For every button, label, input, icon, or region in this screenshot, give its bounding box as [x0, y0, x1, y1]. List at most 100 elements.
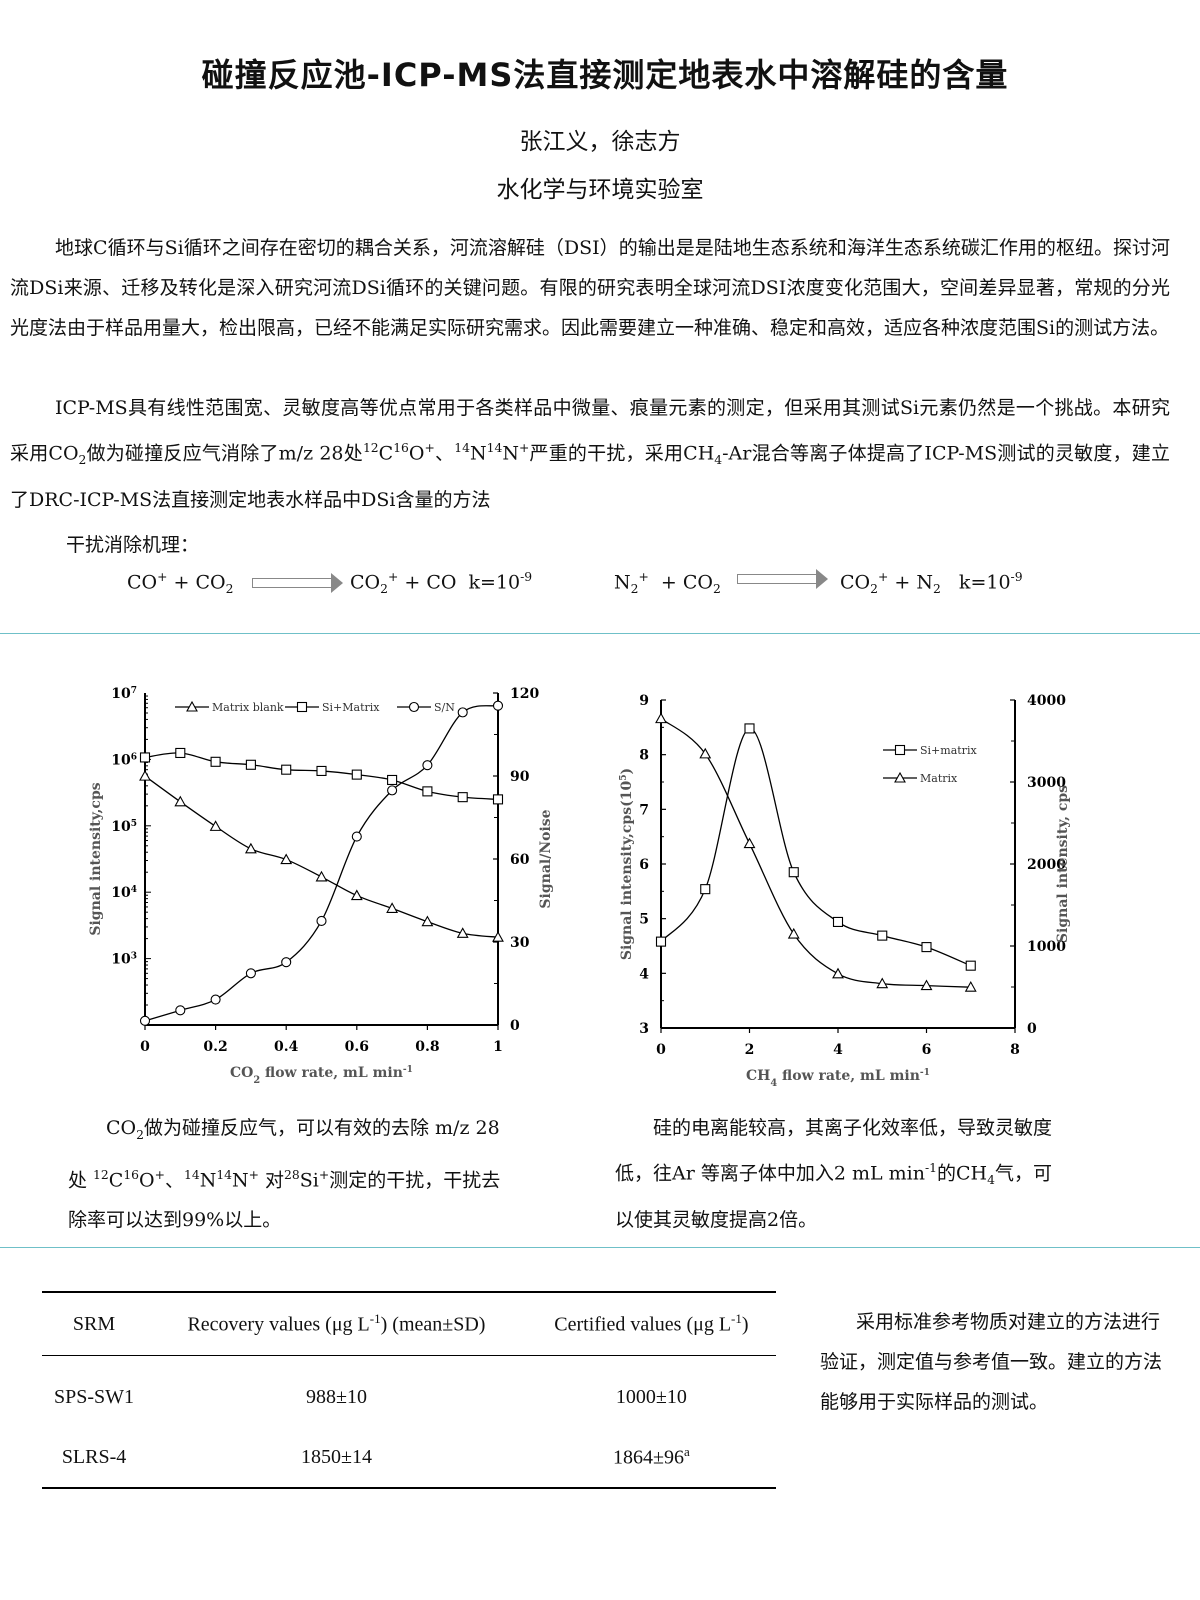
subscript: 2	[932, 582, 941, 597]
text-run: 的CH	[937, 1162, 988, 1185]
series-line-matrix	[660, 718, 971, 988]
poster-title: 碰撞反应池-ICP-MS法直接测定地表水中溶解硅的含量	[201, 56, 1009, 94]
x-axis-label: CH4 flow rate, mL min-1	[746, 1067, 930, 1089]
data-point	[921, 942, 932, 953]
data-point	[175, 747, 186, 759]
series-line-matrix-blank	[144, 775, 499, 938]
supscript: -1	[369, 1311, 381, 1327]
x-tick-label: 0.4	[274, 1039, 299, 1055]
text-run: 2	[253, 1075, 260, 1086]
y2-tick-label: 0	[510, 1018, 520, 1034]
text-run: + CO	[648, 571, 713, 594]
superscript: 4	[131, 885, 137, 895]
text-run: N	[199, 1169, 217, 1192]
data-point	[744, 723, 755, 734]
data-point	[492, 931, 504, 942]
text-run: 测定的干扰，干扰去除率可以达到99%以上。	[68, 1169, 501, 1232]
data-point	[655, 936, 667, 947]
text-run: Recovery values (μg L	[187, 1313, 370, 1336]
text-run: + N	[888, 571, 933, 594]
x-tick-label: 1	[493, 1039, 503, 1055]
data-point	[492, 794, 504, 805]
supscript: -1	[924, 1161, 938, 1175]
data-point	[965, 960, 976, 971]
legend-marker-circle-icon	[408, 701, 420, 713]
text-run: CO	[350, 571, 381, 594]
text-run: O	[408, 442, 425, 465]
data-point	[655, 712, 667, 724]
y2-axis-label: Signal/Noise	[538, 809, 554, 908]
x-tick-label: 0	[140, 1039, 150, 1055]
data-point	[139, 1015, 151, 1026]
x-tick-label: 0.6	[345, 1039, 369, 1055]
data-point	[174, 795, 187, 807]
text-run: 1000±10	[615, 1385, 687, 1408]
data-point	[743, 837, 756, 849]
table-row: SLRS-4 1850±14 1864±96a	[42, 1427, 776, 1489]
superscript: 6	[131, 752, 137, 762]
table-row: SPS-SW1 988±10 1000±10	[42, 1356, 776, 1428]
x-tick-label: 0.2	[203, 1039, 227, 1055]
legend-label: Matrix	[920, 772, 958, 785]
authors: 张江义，徐志方	[519, 129, 681, 155]
text-run: 10	[111, 752, 131, 768]
data-point	[316, 915, 327, 927]
text-run: ICP-MS具有线性范围宽、灵敏度高等优点常用于各类样品中微量、痕量元素的测定，…	[10, 397, 1170, 465]
intro-paragraph-1: 地球C循环与Si循环之间存在密切的耦合关系，河流溶解硅（DSI）的输出是是陆地生…	[10, 228, 1170, 348]
x-tick-label: 0	[656, 1042, 666, 1058]
text-run: 1850±14	[300, 1445, 372, 1468]
text-run: O	[139, 1169, 155, 1192]
text-run: 气，可以使其灵敏度提高2倍。	[615, 1162, 1052, 1232]
legend-marker-triangle-icon	[186, 700, 198, 712]
supscript: +	[638, 570, 649, 584]
y-tick-label: 4	[639, 966, 649, 982]
text-run: )	[741, 1313, 749, 1336]
cell-certified: 1000±10	[527, 1356, 776, 1428]
conclusion-text: 采用标准参考物质对建立的方法进行验证，测定值与参考值一致。建立的方法能够用于实际…	[820, 1311, 1163, 1413]
intro-paragraph-2: ICP-MS具有线性范围宽、灵敏度高等优点常用于各类样品中微量、痕量元素的测定，…	[10, 388, 1170, 520]
text-run: 5	[618, 774, 629, 780]
supscript: 14	[216, 1167, 233, 1182]
y2-tick-label: 120	[510, 686, 539, 702]
data-point	[788, 867, 799, 878]
data-point	[245, 968, 256, 979]
supscript: +	[387, 570, 399, 584]
data-point	[210, 994, 221, 1005]
text-run: flow rate, mL min	[777, 1068, 920, 1084]
series-line-s-n	[144, 705, 499, 1022]
text-run: N	[469, 442, 487, 465]
data-point	[139, 752, 151, 763]
y2-tick-label: 90	[510, 769, 530, 785]
text-run: 10	[111, 686, 131, 702]
cell-srm: SPS-SW1	[42, 1356, 146, 1428]
table-header-row: SRM Recovery values (μg L-1) (mean±SD) C…	[42, 1291, 776, 1356]
text-run: 10	[111, 819, 131, 835]
legend-label: S/N	[434, 701, 455, 714]
data-point	[387, 785, 398, 796]
text-run: 硅的电离能较高，其离子化效率低，导致灵敏度低，往Ar 等离子体中加入2 mL m…	[615, 1117, 1053, 1185]
data-point	[386, 902, 399, 913]
text-run: SLRS-4	[61, 1445, 127, 1468]
data-point	[139, 769, 151, 781]
data-point	[351, 831, 362, 842]
series-line-si-matrix	[144, 752, 499, 801]
x-tick-label: 8	[1010, 1042, 1020, 1058]
srm-table: SRM Recovery values (μg L-1) (mean±SD) C…	[42, 1291, 776, 1489]
subscript: 2	[870, 582, 878, 597]
y-tick-label: 9	[639, 693, 649, 709]
y-axis-label: Signal intensity,cps	[88, 782, 104, 935]
x-tick-label: 6	[922, 1042, 932, 1058]
data-point	[315, 870, 328, 882]
y-tick-label: 107	[111, 686, 137, 702]
data-point	[422, 786, 433, 797]
supscript: +	[248, 1167, 259, 1182]
data-point	[350, 889, 363, 901]
equation-1-reactants: CO+ + CO2	[127, 570, 233, 596]
y-tick-label: 5	[639, 912, 649, 928]
supscript: a	[684, 1444, 690, 1460]
supscript: -1	[731, 1311, 742, 1327]
y-tick-label: 8	[639, 748, 649, 764]
text-run: 10	[111, 952, 131, 968]
text-run: 4	[770, 1078, 777, 1089]
data-point	[422, 760, 433, 771]
